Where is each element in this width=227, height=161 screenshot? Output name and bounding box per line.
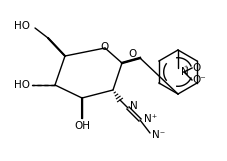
Text: O: O: [128, 49, 136, 59]
Text: HO: HO: [14, 21, 30, 31]
Text: N: N: [129, 101, 137, 111]
Text: O⁻: O⁻: [191, 75, 205, 85]
Text: N⁺: N⁺: [143, 114, 157, 124]
Text: O: O: [191, 63, 199, 73]
Text: ⁺: ⁺: [183, 63, 187, 72]
Text: O: O: [100, 42, 109, 52]
Text: N: N: [180, 67, 188, 77]
Text: HO: HO: [14, 80, 30, 90]
Text: N⁻: N⁻: [151, 130, 165, 140]
Text: OH: OH: [74, 121, 90, 131]
